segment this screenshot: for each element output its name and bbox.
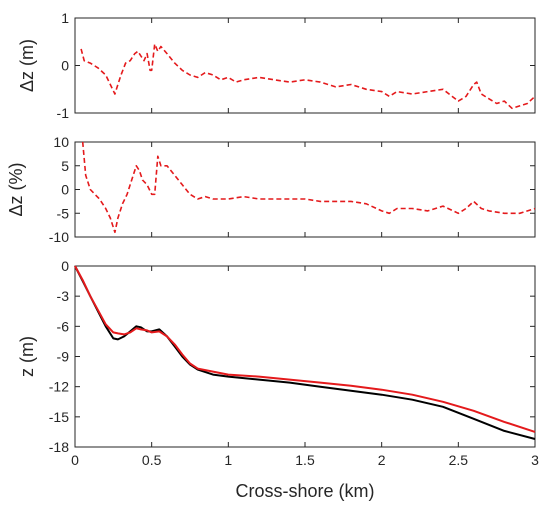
y-tick-label: -10: [49, 229, 69, 245]
y-tick-label: -12: [49, 379, 69, 395]
series-line: [75, 266, 535, 432]
x-axis-label: Cross-shore (km): [235, 481, 374, 501]
y-tick-label: -6: [57, 318, 70, 334]
y-tick-label: -9: [57, 349, 70, 365]
x-tick-label: 1: [224, 452, 232, 468]
y-tick-label: 10: [53, 134, 69, 150]
panel-dz-m: -1 0 1 Δz (m): [17, 10, 535, 121]
y-axis-label: Δz (m): [17, 39, 37, 92]
axes-frame: [75, 18, 535, 113]
x-tick-label: 0.5: [142, 452, 162, 468]
y-axis-label: Δz (%): [6, 162, 26, 216]
x-tick-label: 2.5: [449, 452, 469, 468]
y-tick-label: -1: [57, 105, 70, 121]
y-tick-label: 0: [61, 58, 69, 74]
series-line: [83, 142, 535, 232]
axes-frame: [75, 266, 535, 447]
panel-dz-percent: -10 -5 0 5 10 Δz (%): [6, 134, 535, 245]
x-tick-label: 0: [71, 452, 79, 468]
y-tick-label: 1: [61, 10, 69, 26]
y-tick-label: 0: [61, 182, 69, 198]
series-line: [81, 44, 535, 108]
y-tick-label: -18: [49, 439, 69, 455]
y-tick-label: -3: [57, 288, 70, 304]
y-tick-label: 0: [61, 258, 69, 274]
x-tick-label: 3: [531, 452, 539, 468]
panel-z-profile: -18 -15 -12 -9 -6 -3 0 0 0.5 1 1.5 2 2.5 3 z (m) Cross-…: [17, 258, 539, 501]
x-tick-label: 2: [378, 452, 386, 468]
axes-frame: [75, 142, 535, 237]
y-tick-label: 5: [61, 158, 69, 174]
y-tick-label: -15: [49, 409, 69, 425]
y-tick-label: -5: [57, 205, 70, 221]
y-axis-label: z (m): [17, 336, 37, 377]
x-tick-label: 1.5: [295, 452, 315, 468]
series-line: [75, 266, 535, 439]
